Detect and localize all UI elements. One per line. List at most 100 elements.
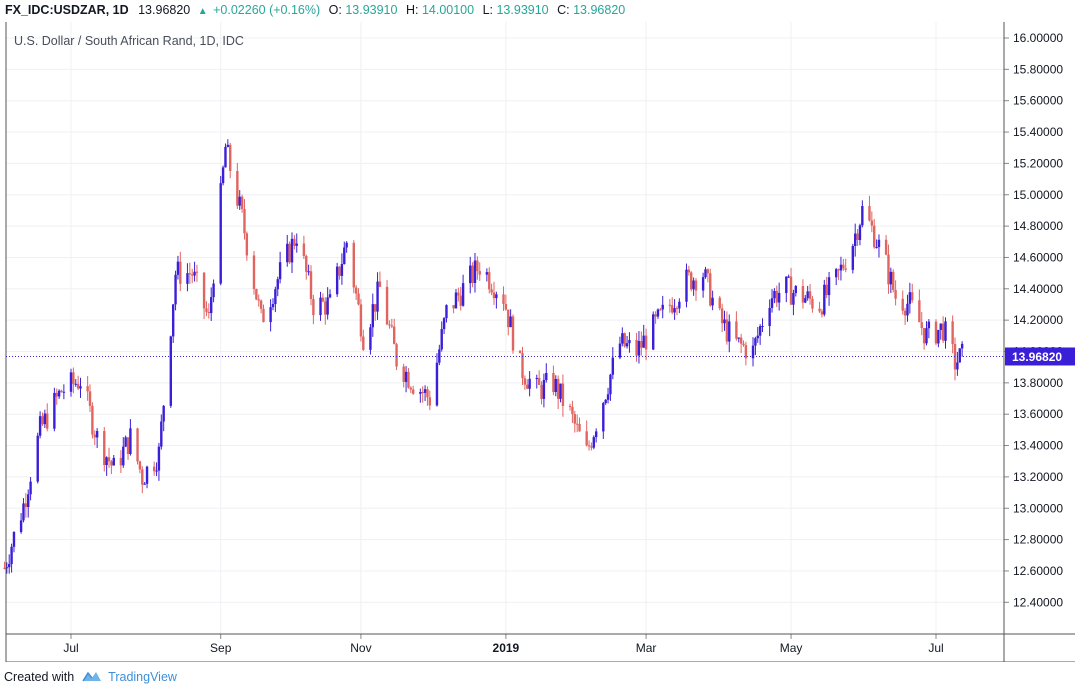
- candle-body: [811, 298, 814, 309]
- candle-body: [224, 146, 227, 168]
- candle-body: [789, 276, 793, 305]
- candle-body: [411, 389, 415, 394]
- candle-body: [221, 167, 225, 184]
- candle-body: [656, 309, 660, 317]
- candle-body: [105, 457, 108, 466]
- candle-body: [701, 277, 705, 291]
- candle-body: [162, 405, 165, 422]
- x-tick-label: Jul: [63, 641, 78, 655]
- candle-body: [395, 344, 398, 367]
- candle-body: [110, 461, 113, 466]
- y-tick-label: 16.00000: [1013, 31, 1063, 45]
- candle-body: [188, 273, 192, 275]
- candle-body: [488, 272, 491, 290]
- candle-body: [671, 305, 674, 313]
- chart-area[interactable]: 16.00000 15.80000 15.60000 15.40000 15.20000…: [0, 22, 1075, 663]
- candle-body: [478, 271, 481, 275]
- candle-body: [91, 405, 94, 435]
- candle-body: [309, 271, 313, 300]
- y-tick-label: 13.20000: [1013, 470, 1063, 484]
- candle-body: [29, 481, 32, 495]
- candle-body: [625, 343, 629, 347]
- candle-body: [925, 328, 928, 344]
- candle-body: [255, 288, 258, 300]
- candle-body: [404, 371, 408, 382]
- candle-body: [41, 416, 44, 425]
- candle-body: [340, 264, 344, 276]
- candle-body: [640, 341, 643, 348]
- candle-body: [293, 238, 296, 246]
- candle-body: [785, 276, 788, 294]
- candle-body: [756, 335, 759, 339]
- chart-title: U.S. Dollar / South African Rand, 1D, ID…: [14, 34, 244, 48]
- candle-body: [126, 437, 130, 454]
- candle-body: [770, 298, 774, 308]
- candle-body: [858, 225, 862, 240]
- candle-body: [3, 567, 6, 569]
- candle-body: [545, 373, 548, 381]
- candle-body: [141, 469, 144, 485]
- candle-body: [452, 305, 455, 309]
- candle-body: [951, 321, 954, 345]
- candle-body: [737, 337, 740, 339]
- candle-body: [773, 290, 776, 299]
- candle-body: [511, 316, 515, 351]
- y-tick-label: 15.20000: [1013, 156, 1063, 170]
- candle-body: [751, 345, 755, 359]
- candle-body: [469, 265, 472, 284]
- candle-body: [328, 294, 332, 298]
- candle-body: [794, 286, 797, 294]
- candle-body: [295, 243, 298, 246]
- candle-body: [186, 273, 189, 284]
- symbol-label[interactable]: FX_IDC:USDZAR, 1D: [5, 3, 129, 17]
- candle-body: [692, 280, 695, 290]
- candle-body: [540, 384, 543, 399]
- candle-body: [445, 305, 448, 319]
- x-tick-label: Mar: [636, 641, 657, 655]
- candle-body: [504, 303, 508, 310]
- y-tick-label: 14.40000: [1013, 282, 1063, 296]
- y-tick-label: 13.40000: [1013, 439, 1063, 453]
- tradingview-brand[interactable]: TradingView: [108, 670, 177, 684]
- candle-body: [635, 339, 638, 356]
- candle-body: [245, 233, 249, 256]
- candle-body: [875, 247, 878, 249]
- candle-body: [502, 294, 505, 304]
- candle-body: [571, 406, 574, 415]
- candle-body: [271, 304, 275, 308]
- candle-body: [262, 308, 265, 323]
- y-tick-label: 13.00000: [1013, 501, 1063, 515]
- candle-body: [873, 225, 876, 248]
- candlestick-chart[interactable]: 16.00000 15.80000 15.60000 15.40000 15.20000…: [0, 22, 1075, 663]
- candle-body: [236, 171, 239, 206]
- candle-body: [46, 413, 49, 429]
- candle-body: [861, 206, 864, 226]
- candle-body: [673, 308, 676, 313]
- candle-body: [711, 297, 714, 306]
- created-with-text: Created with: [4, 670, 75, 684]
- candle-body: [709, 273, 712, 306]
- low-value: 13.93910: [496, 3, 549, 17]
- y-tick-label: 14.80000: [1013, 219, 1063, 233]
- candle-body: [459, 295, 462, 306]
- candle-body: [868, 206, 871, 221]
- candle-body: [79, 386, 82, 389]
- candle-body: [644, 335, 648, 350]
- candle-body: [944, 321, 947, 341]
- candle-body: [476, 260, 479, 272]
- candle-body: [321, 297, 325, 302]
- candle-body: [36, 435, 39, 482]
- candle-body: [761, 326, 764, 328]
- candle-body: [542, 380, 546, 399]
- candle-body: [160, 421, 163, 447]
- candle-body: [735, 321, 738, 339]
- candle-body: [392, 326, 396, 345]
- candle-body: [74, 383, 77, 385]
- plot-background: [6, 22, 1004, 634]
- candle-body: [307, 271, 310, 273]
- candle-body: [922, 328, 926, 344]
- candle-body: [884, 239, 888, 255]
- candle-body: [238, 196, 241, 206]
- candle-body: [53, 392, 56, 429]
- candle-body: [720, 308, 724, 324]
